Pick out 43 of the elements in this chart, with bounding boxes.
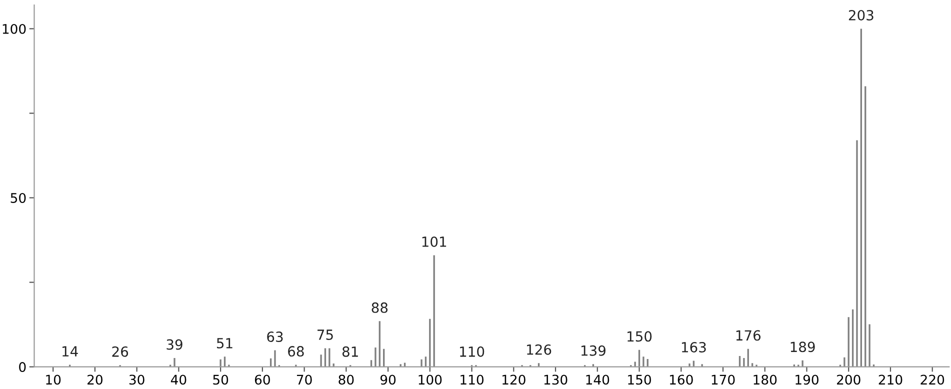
- annotation: 101: [422, 236, 446, 248]
- x-tick-label: 210: [878, 374, 902, 385]
- x-tick-label: 30: [129, 374, 144, 385]
- x-tick-label: 80: [338, 374, 354, 385]
- y-tick-label: 0: [19, 362, 26, 372]
- annotation: 150: [628, 331, 652, 342]
- x-tick-label: 20: [88, 374, 102, 385]
- annotation: 126: [527, 344, 552, 355]
- annotation: 88: [372, 302, 388, 313]
- x-tick-label: 40: [170, 374, 186, 385]
- x-tick-label: 70: [296, 374, 312, 385]
- x-tick-label: 60: [254, 374, 270, 385]
- annotation: 75: [318, 330, 333, 340]
- x-tick-label: 120: [502, 374, 526, 385]
- y-tick-label: 100: [2, 24, 26, 34]
- x-tick-label: 90: [380, 374, 396, 385]
- x-tick-label: 140: [586, 374, 610, 385]
- x-tick-label: 100: [418, 374, 442, 385]
- annotation: 63: [267, 332, 283, 342]
- annotation: 14: [62, 346, 78, 356]
- annotation: 110: [460, 346, 484, 357]
- y-tick-label: 50: [10, 192, 26, 203]
- x-tick-label: 110: [460, 374, 484, 385]
- x-tick-label: 200: [836, 374, 860, 385]
- annotation: 81: [342, 346, 358, 357]
- annotation: 26: [112, 346, 128, 357]
- annotation: 68: [288, 346, 304, 357]
- annotation: 51: [216, 338, 232, 348]
- x-tick-label: 160: [670, 374, 693, 385]
- x-tick-label: 10: [46, 374, 61, 385]
- x-tick-label: 220: [920, 374, 944, 385]
- x-tick-label: 50: [213, 374, 228, 385]
- annotation: 139: [581, 345, 606, 356]
- annotation: 163: [682, 342, 706, 352]
- annotation: 203: [848, 10, 874, 20]
- annotation: 39: [166, 339, 182, 350]
- x-tick-label: 150: [628, 374, 651, 385]
- x-tick-label: 170: [712, 374, 735, 385]
- annotation: 189: [790, 342, 815, 352]
- x-tick-label: 130: [544, 374, 568, 385]
- x-tick-label: 190: [796, 374, 818, 385]
- x-tick-label: 180: [754, 374, 777, 385]
- annotation: 176: [736, 330, 760, 341]
